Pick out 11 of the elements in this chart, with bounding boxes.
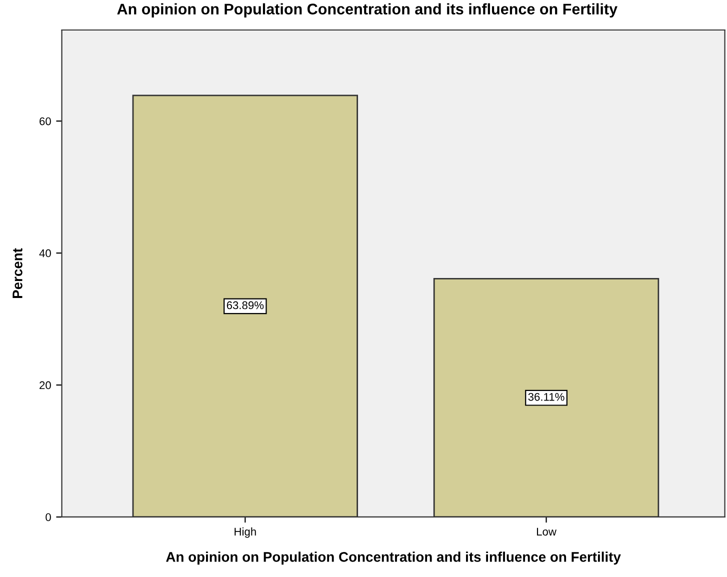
y-tick-label: 40 bbox=[39, 249, 51, 258]
y-axis-title: Percent bbox=[12, 248, 22, 298]
x-tick-label: Low bbox=[536, 528, 556, 536]
y-tick-label: 60 bbox=[40, 117, 51, 126]
y-tick-label: 20 bbox=[40, 381, 51, 390]
chart-title: An opinion on Population Concentration and its influence on Fertility bbox=[117, 3, 618, 18]
data-label: 36.11% bbox=[528, 392, 564, 401]
data-label: 63.89% bbox=[226, 301, 264, 310]
y-tick-label: 0 bbox=[46, 513, 51, 522]
x-tick-label: High bbox=[234, 527, 256, 538]
x-axis-title: An opinion on Population Concentration and its influence on Fertility bbox=[166, 552, 621, 565]
